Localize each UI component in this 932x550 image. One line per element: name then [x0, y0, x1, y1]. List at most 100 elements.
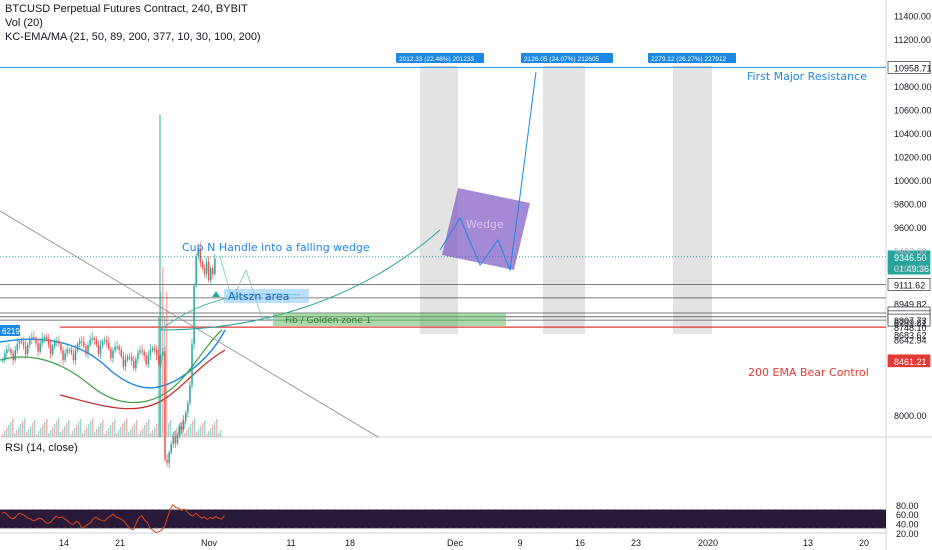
volume-bar [36, 434, 38, 437]
altszn-area-box [224, 289, 309, 303]
candle-body [149, 350, 152, 356]
candle-body [122, 356, 125, 367]
volume-bar [184, 433, 186, 437]
volume-bar [124, 421, 126, 437]
volume-bar [166, 292, 168, 437]
volume-bar [134, 423, 136, 437]
volume-bar [116, 433, 118, 437]
volume-bar [70, 434, 72, 437]
volume-bar [186, 430, 188, 437]
volume-bar [110, 425, 112, 437]
price-label-text: 8949.82 [894, 299, 927, 309]
candle-body [199, 248, 202, 263]
price-tick-label: 11200.00 [894, 35, 931, 45]
candle-body [137, 352, 139, 359]
volume-bar [210, 428, 212, 437]
volume-bar [126, 418, 128, 437]
candle-body [205, 262, 208, 274]
downtrend-line [0, 210, 379, 438]
volume-bar [12, 419, 14, 437]
volume-bar [80, 419, 82, 437]
candle-body [33, 336, 35, 339]
volume-bar [52, 427, 54, 437]
price-tick-label: 10000.00 [894, 176, 932, 186]
candle-body [180, 426, 183, 430]
volume-bar [30, 426, 32, 437]
volume-bar [152, 430, 154, 437]
candle-body [76, 344, 79, 351]
price-label-box [887, 61, 931, 74]
candle-body [193, 285, 195, 345]
time-tick-label: 2020 [698, 538, 718, 548]
volume-bar [94, 432, 96, 437]
volume-bar [28, 429, 30, 437]
candle-body [133, 360, 135, 369]
volume-bar [220, 430, 222, 437]
candle-body [29, 339, 31, 345]
time-tick-label: 14 [59, 538, 69, 548]
volume-bar [68, 420, 70, 437]
ema-legend: KC-EMA/MA (21, 50, 89, 200, 377, 10, 30,… [5, 31, 261, 43]
volume-bar [76, 425, 78, 437]
price-tick-label: 9800.00 [894, 200, 927, 210]
candle-body [4, 353, 6, 361]
measure-tag [396, 53, 484, 63]
candle-body [14, 350, 16, 361]
price-tick-label: 11400.00 [894, 12, 931, 22]
volume-bar [88, 424, 90, 437]
volume-bar [198, 429, 200, 437]
volume-bar [62, 429, 64, 437]
candle-body [20, 341, 23, 343]
volume-bar [92, 418, 94, 437]
volume-bar [58, 418, 60, 437]
bear-control-annotation: 200 EMA Bear Control [748, 366, 869, 379]
candle-body [43, 336, 46, 339]
candle-body [35, 338, 37, 344]
volume-bar [122, 424, 124, 437]
volume-bar [200, 426, 202, 437]
volume-bar [38, 431, 40, 437]
candle-body [78, 341, 81, 345]
volume-bar [188, 427, 190, 437]
volume-bar [2, 434, 4, 437]
candle-body [210, 268, 212, 280]
volume-bar [178, 425, 180, 437]
rsi-pane[interactable] [0, 503, 886, 534]
price-label-text: 9400.00 [894, 247, 927, 257]
price-axis[interactable]: 11400.00 11200.00 10800.00 10600.00 10400.00… [59, 12, 932, 549]
left-price-tag [0, 325, 20, 336]
volume-bar [82, 433, 84, 437]
volume-bar [114, 419, 116, 437]
time-tick-label: 9 [517, 538, 522, 548]
candle-body [166, 459, 168, 464]
candle-body [147, 355, 150, 365]
symbol-title: BTCUSD Perpetual Futures Contract, 240, … [5, 3, 248, 15]
candle-body [106, 340, 108, 343]
candle-body [120, 349, 123, 357]
volume-bar [84, 430, 86, 437]
measure-tag-text: 2012.33 (22.48%) 201233 [399, 56, 475, 63]
candle-body [87, 345, 89, 354]
candle-body [51, 346, 54, 354]
candle-body [85, 346, 87, 354]
rsi-tick-label: 40.00 [896, 520, 919, 530]
volume-bar [100, 423, 102, 437]
volume-bar [172, 434, 174, 437]
volume-bar [44, 422, 46, 437]
candle-body [191, 344, 193, 386]
resistance-annotation: First Major Resistance [747, 70, 867, 83]
volume-bar [204, 420, 206, 437]
candle-body [22, 341, 25, 347]
candle-body [103, 340, 106, 342]
price-label-text: 8683.62 [894, 331, 927, 341]
candle-body [31, 336, 33, 340]
volume-bar [130, 429, 132, 437]
volume-bar [156, 424, 158, 437]
volume-bar [150, 433, 152, 437]
candle-body [39, 343, 41, 352]
rsi-tick-label: 60.00 [896, 510, 919, 520]
price-label-box [887, 354, 931, 368]
candle-body [60, 344, 62, 351]
price-pane[interactable]: Wedge Altszn area Fib / Golden zone 1 Cup N… [0, 53, 886, 468]
price-label-text: 8642.94 [894, 335, 927, 345]
